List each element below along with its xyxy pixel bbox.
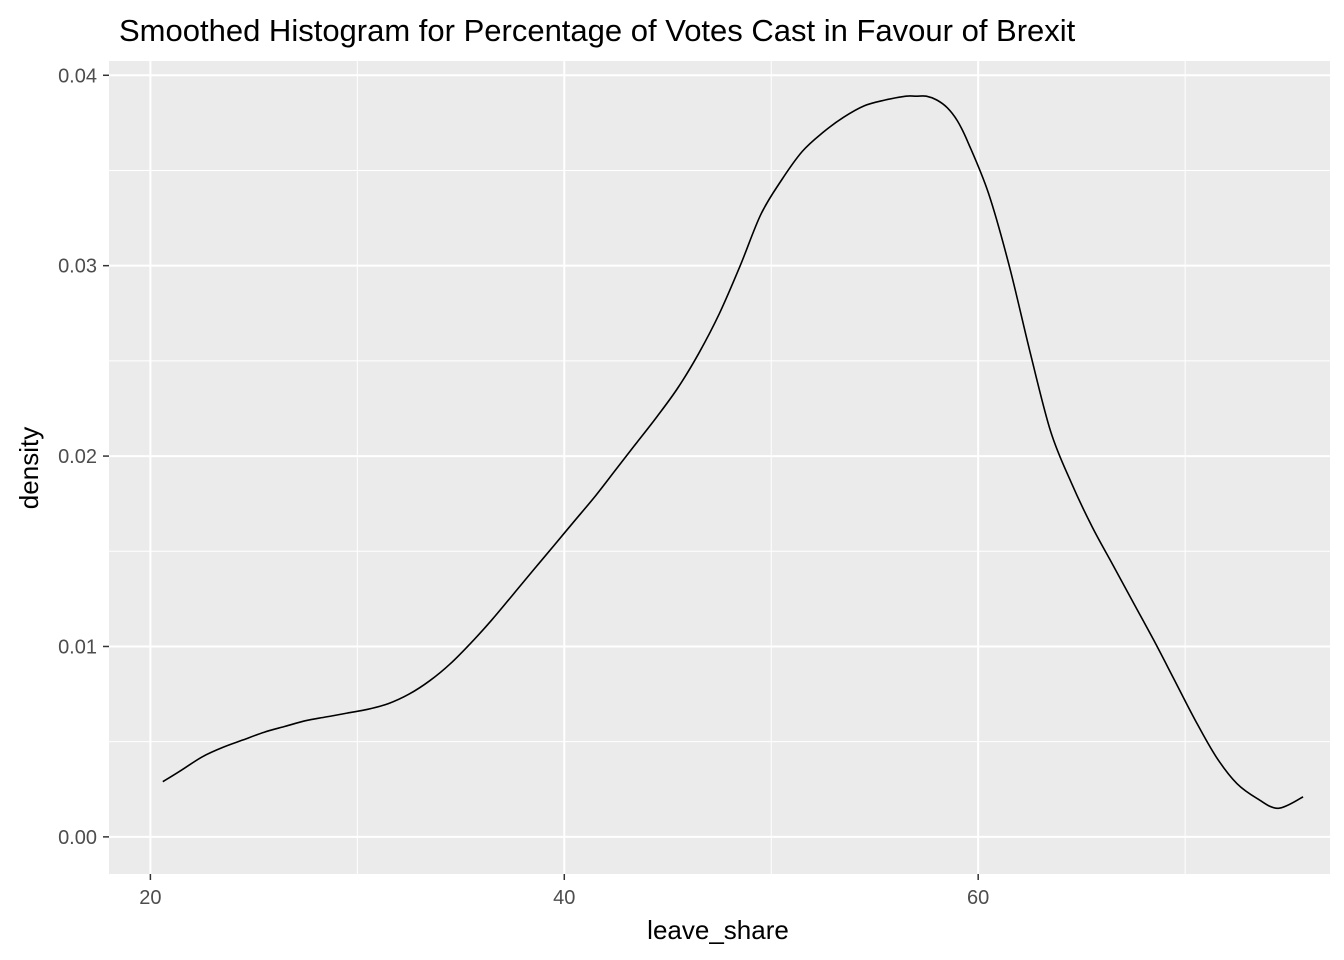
x-tick-label: 60	[967, 887, 989, 909]
y-axis-tick-labels: 0.00 0.01 0.02 0.03 0.04	[58, 65, 97, 849]
y-axis-title: density	[14, 427, 44, 509]
x-axis-title: leave_share	[647, 915, 789, 945]
plot-panel	[109, 61, 1330, 874]
y-tick-label: 0.03	[58, 256, 97, 278]
y-tick-label: 0.02	[58, 446, 97, 468]
y-tick-label: 0.04	[58, 65, 97, 87]
y-tick-label: 0.01	[58, 636, 97, 658]
x-axis-tick-labels: 20 40 60	[139, 887, 989, 909]
major-gridlines	[109, 61, 1330, 874]
x-tick-label: 40	[553, 887, 575, 909]
y-tick-label: 0.00	[58, 827, 97, 849]
chart-title: Smoothed Histogram for Percentage of Vot…	[119, 13, 1076, 48]
density-curve	[162, 95, 1304, 810]
x-tick-label: 20	[139, 887, 161, 909]
axis-ticks	[103, 74, 979, 880]
